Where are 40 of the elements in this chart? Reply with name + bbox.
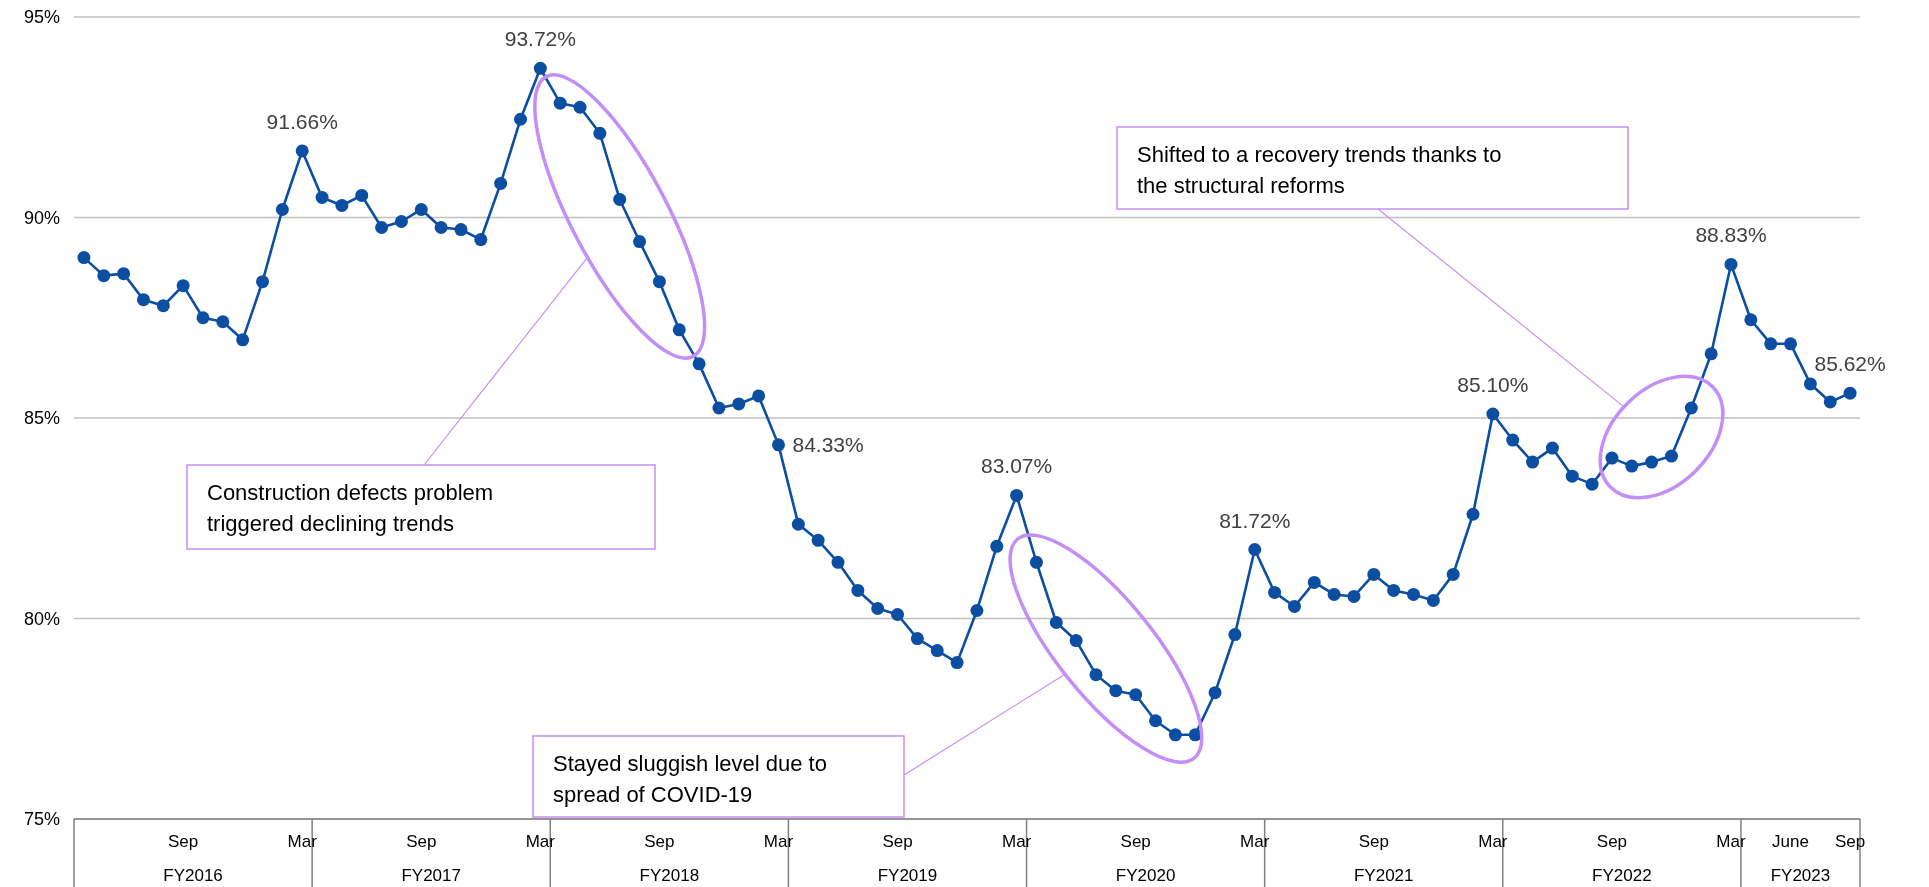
x-tick-label: Mar [763, 832, 794, 851]
y-tick-label: 90% [23, 207, 60, 228]
x-tick-label: Mar [1478, 832, 1508, 851]
annotation: Construction defects problem triggered declining trends [207, 480, 494, 536]
data-label: 93.72% [504, 27, 576, 51]
x-tick-label: Mar [1716, 832, 1746, 851]
text: FY2022 [1592, 866, 1652, 885]
x-tick-label: Mar [1240, 832, 1270, 851]
text: FY2016 [163, 866, 223, 885]
y-tick-label: 95% [23, 7, 60, 27]
y-tick-label: 85% [23, 408, 60, 428]
annotation: Shifted to a recovery trends thanks to the structural reforms [1137, 142, 1502, 198]
x-tick-label: Mar [287, 832, 318, 851]
x-tick-label: Mar [1001, 832, 1032, 851]
x-tick-label: June [1772, 832, 1809, 851]
x-tick-label: Sep [1358, 832, 1389, 851]
x-tick-label: Sep [882, 832, 913, 851]
data-label: 85.10% [1457, 372, 1529, 396]
data-label: 84.33% [792, 432, 864, 456]
x-tick-label: Sep [168, 832, 199, 851]
data-label: 91.66% [266, 109, 338, 133]
data-label: 83.07% [980, 454, 1053, 478]
y-tick-label: 80% [23, 608, 60, 629]
text: FY2018 [639, 866, 700, 885]
data-label: 88.83% [1695, 223, 1767, 247]
text: FY2021 [1353, 866, 1414, 885]
y-tick-label: 75% [23, 809, 60, 829]
annotation: Stayed sluggish level due to spread of COVID-19 [553, 751, 827, 807]
x-tick-label: Sep [644, 832, 675, 851]
text: FY2019 [877, 866, 938, 885]
x-tick-label: Sep [1120, 832, 1151, 851]
data-label: 81.72% [1219, 508, 1291, 532]
text: FY2023 [1770, 866, 1831, 885]
x-tick-label: Mar [525, 832, 556, 851]
data-label: 85.62% [1814, 352, 1886, 376]
x-tick-label: Sep [1596, 832, 1628, 851]
x-tick-label: Sep [406, 832, 437, 851]
text: FY2017 [401, 866, 461, 885]
x-tick-label: Sep [1834, 832, 1866, 851]
text: FY2020 [1115, 866, 1176, 885]
